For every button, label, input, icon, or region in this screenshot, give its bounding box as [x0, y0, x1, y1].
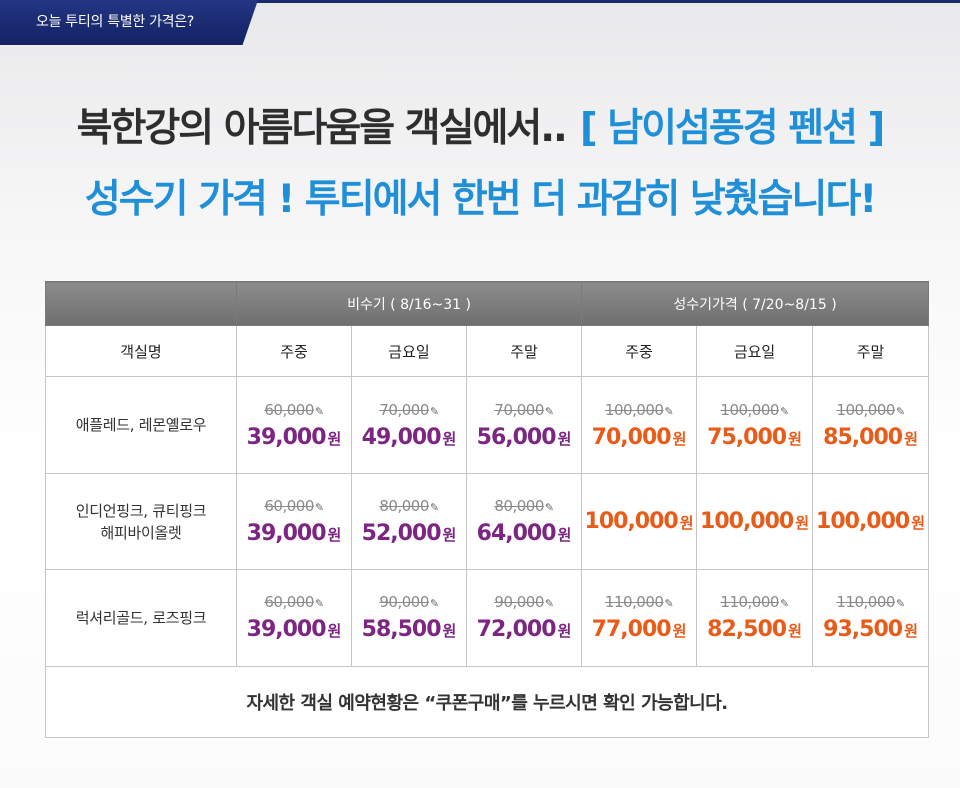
new-price: 49,000 원 [361, 424, 457, 450]
price-cell: 110,000✎ 77,000 원 [581, 569, 698, 667]
old-price: 100,000✎ [604, 400, 674, 419]
pencil-icon: ✎ [544, 597, 554, 611]
price-table: 비수기 ( 8/16~31 ) 성수기가격 ( 7/20~8/15 ) 객실명 … [44, 280, 930, 739]
new-price: 58,500 원 [361, 617, 457, 643]
old-price: 60,000✎ [264, 400, 324, 419]
pencil-icon: ✎ [895, 404, 905, 418]
price-cell: 90,000✎ 72,000 원 [465, 569, 583, 667]
pencil-icon: ✎ [779, 597, 789, 611]
price-cell: 110,000✎ 82,500 원 [696, 569, 814, 667]
pencil-icon: ✎ [314, 597, 324, 611]
room-name: 애플레드, 레몬옐로우 [75, 416, 207, 435]
top-stripe [0, 0, 960, 3]
col-off-friday: 금요일 [351, 325, 467, 378]
price-cell: 110,000✎ 93,500 원 [812, 569, 930, 667]
new-price: 85,000 원 [823, 424, 918, 450]
price-cell: 70,000✎ 56,000 원 [465, 376, 583, 474]
price-cell: 60,000✎ 39,000 원 [236, 376, 352, 474]
pencil-icon: ✎ [429, 597, 439, 611]
note-row: 자세한 객실 예약현황은 “쿠폰구매”를 누르시면 확인 가능합니다. [44, 665, 930, 739]
pencil-icon: ✎ [779, 404, 789, 418]
group-header-empty [45, 280, 237, 327]
price-cell: 100,000✎ 75,000 원 [696, 376, 814, 474]
room-name-cell: 럭셔리골드, 로즈핑크 [45, 569, 237, 667]
pencil-icon: ✎ [544, 501, 554, 515]
price-cell: 90,000✎ 58,500 원 [351, 569, 467, 667]
pencil-icon: ✎ [314, 501, 324, 515]
table-row: 애플레드, 레몬옐로우 60,000✎ 39,000 원 70,000✎ 49,000… [45, 376, 930, 474]
pencil-icon: ✎ [429, 404, 439, 418]
old-price: 70,000✎ [379, 400, 439, 419]
pencil-icon: ✎ [314, 404, 324, 418]
price-cell: 100,000 원 [696, 472, 814, 571]
new-price: 100,000 원 [700, 509, 810, 535]
new-price: 39,000 원 [246, 521, 342, 547]
group-header-offpeak: 비수기 ( 8/16~31 ) [235, 280, 583, 327]
price-cell: 80,000✎ 52,000 원 [351, 472, 467, 571]
headline-1-text: 북한강의 아름다움을 객실에서.. [76, 106, 568, 151]
price-cell: 70,000✎ 49,000 원 [351, 376, 467, 474]
old-price: 110,000✎ [604, 593, 674, 612]
col-off-weekend: 주말 [465, 325, 583, 378]
new-price: 77,000 원 [591, 617, 687, 643]
group-header-row: 비수기 ( 8/16~31 ) 성수기가격 ( 7/20~8/15 ) [45, 280, 930, 327]
price-cell: 80,000✎ 64,000 원 [465, 472, 583, 571]
headline-1: 북한강의 아름다움을 객실에서..[ 남이섬풍경 펜션 ] [0, 97, 960, 153]
col-peak-weekday: 주중 [581, 325, 698, 378]
new-price: 64,000 원 [476, 521, 572, 547]
col-peak-weekend: 주말 [812, 325, 930, 378]
old-price: 70,000✎ [494, 400, 554, 419]
new-price: 72,000 원 [476, 617, 572, 643]
pencil-icon: ✎ [664, 404, 674, 418]
new-price: 100,000 원 [816, 509, 926, 535]
old-price: 60,000✎ [264, 497, 324, 516]
new-price: 93,500 원 [823, 617, 918, 643]
room-name: 인디언핑크, 큐티핑크 [75, 501, 207, 520]
booking-note: 자세한 객실 예약현황은 “쿠폰구매”를 누르시면 확인 가능합니다. [44, 665, 930, 739]
col-off-weekday: 주중 [236, 325, 352, 378]
top-tag: 오늘 투티의 특별한 가격은? [0, 0, 258, 45]
col-peak-friday: 금요일 [696, 325, 814, 378]
old-price: 100,000✎ [720, 400, 789, 419]
top-bar: 오늘 투티의 특별한 가격은? [0, 0, 960, 45]
new-price: 39,000 원 [246, 424, 342, 450]
new-price: 56,000 원 [476, 424, 572, 450]
group-header-peak: 성수기가격 ( 7/20~8/15 ) [581, 280, 930, 327]
price-cell: 100,000 원 [812, 472, 930, 571]
new-price: 52,000 원 [361, 521, 457, 547]
price-cell: 100,000 원 [581, 472, 698, 571]
room-name: 럭셔리골드, 로즈핑크 [75, 608, 207, 627]
old-price: 80,000✎ [379, 497, 439, 516]
pencil-icon: ✎ [895, 597, 905, 611]
old-price: 100,000✎ [836, 400, 905, 419]
headline-1-accent: [ 남이섬풍경 펜션 ] [579, 106, 886, 151]
new-price: 100,000 원 [584, 509, 694, 535]
price-cell: 100,000✎ 85,000 원 [812, 376, 930, 474]
pencil-icon: ✎ [429, 501, 439, 515]
room-name-line2: 해피바이올렛 [100, 523, 182, 542]
new-price: 39,000 원 [246, 617, 342, 643]
old-price: 110,000✎ [720, 593, 789, 612]
new-price: 75,000 원 [707, 424, 802, 450]
price-cell: 100,000✎ 70,000 원 [581, 376, 698, 474]
price-cell: 60,000✎ 39,000 원 [236, 472, 352, 571]
pencil-icon: ✎ [544, 404, 554, 418]
pencil-icon: ✎ [664, 597, 674, 611]
old-price: 90,000✎ [379, 593, 439, 612]
old-price: 80,000✎ [494, 497, 554, 516]
old-price: 90,000✎ [494, 593, 554, 612]
table-row: 럭셔리골드, 로즈핑크 60,000✎ 39,000 원 90,000✎ 58,500… [45, 569, 930, 667]
price-cell: 60,000✎ 39,000 원 [236, 569, 352, 667]
headline-2: 성수기 가격 ! 투티에서 한번 더 과감히 낮췄습니다! [84, 177, 877, 222]
col-room-name: 객실명 [45, 325, 237, 378]
room-name-cell: 애플레드, 레몬옐로우 [45, 376, 237, 474]
old-price: 110,000✎ [836, 593, 905, 612]
old-price: 60,000✎ [264, 593, 324, 612]
column-header-row: 객실명 주중 금요일 주말 주중 금요일 주말 [45, 325, 930, 378]
new-price: 82,500 원 [707, 617, 802, 643]
new-price: 70,000 원 [591, 424, 687, 450]
